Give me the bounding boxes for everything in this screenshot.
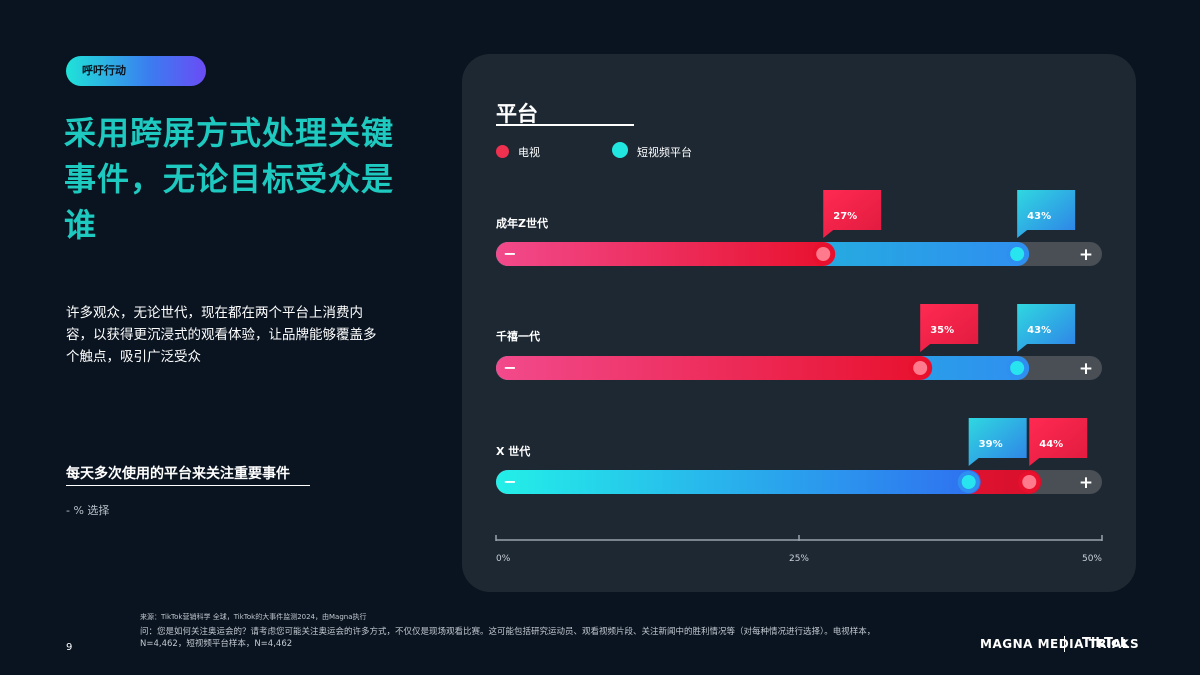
footer-note: 问：您是如何关注奥运会的？请考虑您可能关注奥运会的许多方式，不仅仅是现场观看比赛… xyxy=(140,627,876,649)
row-1-marker-short-video xyxy=(1010,361,1025,375)
row-1-minus-icon: − xyxy=(503,358,516,377)
row-2-tv-callout xyxy=(1029,418,1088,466)
row-1-marker-tv xyxy=(913,361,928,375)
legend-dot-short-video xyxy=(612,142,628,158)
row-0-short-video-callout xyxy=(1017,190,1076,238)
row-2-minus-icon: − xyxy=(503,472,516,491)
row-1-short-video-callout xyxy=(1017,304,1076,352)
row-0-bar-tv xyxy=(496,242,836,266)
row-2-plus-icon: + xyxy=(1079,473,1093,493)
chart-title: 平台 xyxy=(496,102,538,126)
tiktok-logo: TikTok xyxy=(1082,636,1129,651)
row-label-gen-x: X 世代 xyxy=(496,445,531,458)
chart-title-underline xyxy=(496,124,634,126)
row-2-tv-label: 44% xyxy=(1039,439,1063,450)
row-label-gen-z: 成年Z世代 xyxy=(496,217,548,230)
row-2-bar-short-video xyxy=(496,470,981,494)
row-label-millennials: 千禧一代 xyxy=(496,330,540,343)
row-0-tv-label: 27% xyxy=(833,211,857,222)
row-0-plus-icon: + xyxy=(1079,245,1093,265)
x-tick-label-0: 0% xyxy=(496,554,511,564)
row-1-plus-icon: + xyxy=(1079,359,1093,379)
row-0-marker-short-video xyxy=(1010,247,1025,261)
row-1-tv-label: 35% xyxy=(930,325,954,336)
note-subtitle: - % 选择 xyxy=(66,504,110,517)
row-1-tv-callout xyxy=(920,304,979,352)
magna-logo: MAGNA MEDIA TRIALS xyxy=(980,637,1140,651)
row-0-marker-tv xyxy=(816,247,831,261)
legend-label-short-video: 短视频平台 xyxy=(637,146,692,159)
body-text: 许多观众，无论世代，现在都在两个平台上消费内容，以获得更沉浸式的观看体验，让品牌… xyxy=(66,305,377,365)
category-tag: 呼吁行动 xyxy=(66,56,206,86)
headline: 采用跨屏方式处理关键事件，无论目标受众是谁 xyxy=(64,114,395,244)
x-tick-label-2: 50% xyxy=(1082,554,1102,564)
row-0-short-video-label: 43% xyxy=(1027,211,1051,222)
row-0-tv-callout xyxy=(823,190,882,238)
row-1-short-video-label: 43% xyxy=(1027,325,1051,336)
row-2-marker-short-video xyxy=(961,475,976,489)
x-tick-label-1: 25% xyxy=(789,554,809,564)
row-2-marker-tv xyxy=(1022,475,1037,489)
row-2-short-video-callout xyxy=(968,418,1027,466)
page-number: 9 xyxy=(66,642,73,653)
brand-divider xyxy=(1064,636,1065,652)
footer-source: 来源：TikTok营销科学 全球，TikTok的大事件监测2024，由Magna… xyxy=(140,613,367,621)
row-2-short-video-label: 39% xyxy=(979,439,1003,450)
row-0-minus-icon: − xyxy=(503,244,516,263)
legend-label-tv: 电视 xyxy=(518,146,540,159)
note-title: 每天多次使用的平台来关注重要事件 xyxy=(66,463,310,486)
legend-dot-tv xyxy=(496,145,509,158)
row-1-bar-tv xyxy=(496,356,933,380)
